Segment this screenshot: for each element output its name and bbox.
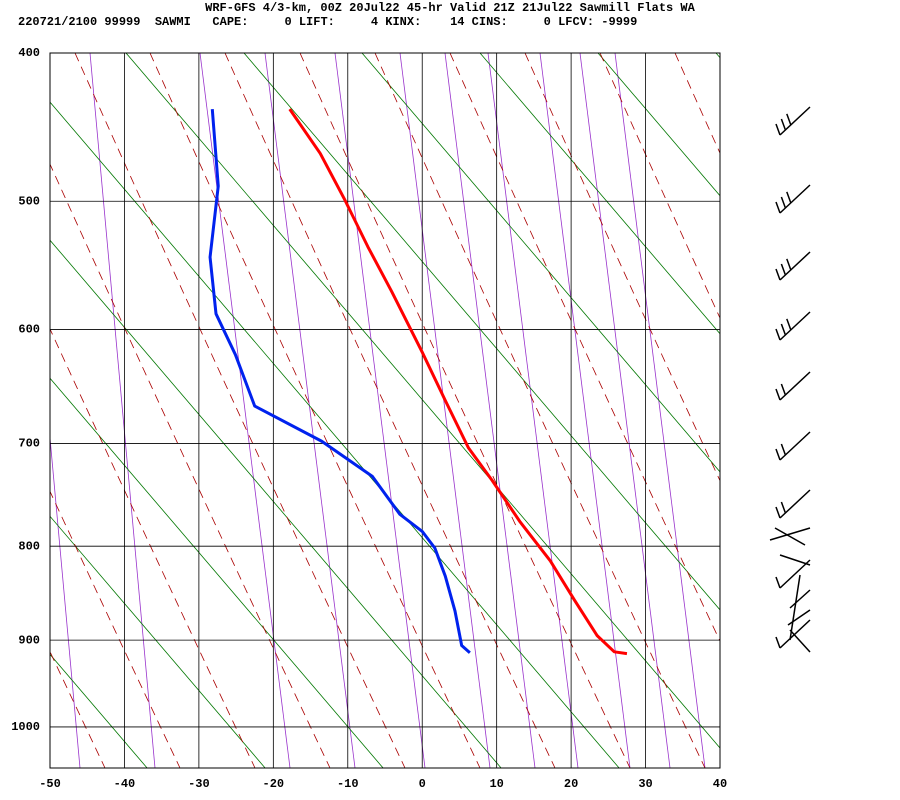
moist-adiabat — [74, 53, 406, 768]
wind-barb-staff — [769, 527, 811, 541]
wind-barb-flag — [775, 123, 781, 136]
wind-barb-staff — [789, 589, 811, 609]
wind-barb-flag — [786, 318, 792, 331]
dry-adiabat — [50, 515, 266, 768]
y-tick-label: 900 — [18, 633, 40, 647]
wind-barb-flag — [780, 443, 787, 456]
wind-barb-flag — [780, 196, 787, 209]
y-tick-label: 800 — [18, 539, 40, 553]
wind-barb-flag — [775, 388, 781, 401]
wind-barb-staff — [774, 527, 806, 546]
dry-adiabat — [479, 53, 720, 335]
mixing-ratio-line — [89, 53, 156, 768]
y-tick-label: 600 — [18, 323, 40, 337]
wind-barb-flag — [775, 268, 781, 281]
mixing-ratio-line — [579, 53, 671, 768]
wind-barb-staff — [779, 371, 811, 401]
x-tick-label: -30 — [188, 777, 210, 791]
moist-adiabat — [50, 328, 256, 768]
profiles — [208, 108, 628, 656]
wind-barb-flag — [780, 118, 787, 131]
wind-barb-staff — [789, 629, 811, 653]
wind-barb-flag — [780, 323, 787, 336]
wind-barb-staff — [779, 559, 811, 589]
x-tick-label: 30 — [638, 777, 652, 791]
x-tick-label: 0 — [419, 777, 426, 791]
wind-barb-staff — [779, 554, 811, 566]
moist-adiabat — [299, 53, 631, 768]
wind-barbs — [769, 106, 811, 653]
moist-adiabat — [149, 53, 481, 768]
chart-title: WRF-GFS 4/3-km, 00Z 20Jul22 45-hr Valid … — [205, 1, 695, 15]
mixing-ratio-line — [614, 53, 706, 768]
wind-barb-flag — [775, 636, 781, 649]
wind-barb-flag — [775, 506, 781, 519]
wind-barb-staff — [789, 574, 801, 641]
mixing-ratio-line — [334, 53, 426, 768]
profile-line — [288, 108, 628, 656]
x-tick-label: 10 — [489, 777, 503, 791]
plot-frame — [49, 52, 721, 769]
wind-barb-staff — [779, 184, 811, 214]
mixing-ratio-line — [399, 53, 491, 768]
wind-barb-flag — [775, 328, 781, 341]
mixing-ratio-line — [264, 53, 356, 768]
y-tick-label: 400 — [18, 46, 40, 60]
moist-adiabat — [224, 53, 556, 768]
x-tick-label: 20 — [564, 777, 578, 791]
dry-adiabat — [243, 53, 720, 611]
wind-barb-flag — [786, 191, 792, 204]
y-tick-label: 500 — [18, 194, 40, 208]
dry-adiabat — [50, 101, 620, 768]
dry-adiabat — [125, 53, 720, 749]
profile-line — [208, 109, 471, 654]
mixing-ratio-line — [487, 53, 579, 768]
x-tick-label: -50 — [39, 777, 61, 791]
wind-barb-staff — [787, 609, 811, 626]
moist-adiabat — [449, 53, 720, 643]
wind-barb-staff — [779, 489, 811, 519]
moist-adiabat — [374, 53, 706, 768]
wind-barb-staff — [779, 251, 811, 281]
wind-barb-flag — [775, 576, 781, 589]
x-tick-label: -10 — [337, 777, 359, 791]
reference-lines — [50, 53, 720, 768]
dry-adiabat — [50, 239, 502, 768]
dry-adiabat — [361, 53, 720, 473]
wind-barb-staff — [779, 619, 811, 649]
chart-subtitle: 220721/2100 99999 SAWMI CAPE: 0 LIFT: 4 … — [18, 15, 637, 29]
x-tick-label: 40 — [713, 777, 727, 791]
mixing-ratio-line — [50, 433, 81, 768]
wind-barb-flag — [780, 383, 787, 396]
wind-barb-flag — [780, 263, 787, 276]
mixing-ratio-line — [444, 53, 536, 768]
mixing-ratio-line — [539, 53, 631, 768]
moist-adiabat — [50, 163, 331, 768]
dry-adiabat — [597, 53, 720, 197]
wind-barb-flag — [780, 501, 787, 514]
wind-barb-flag — [786, 113, 792, 126]
dry-adiabat — [50, 377, 384, 768]
wind-barb-staff — [779, 106, 811, 136]
x-tick-label: -20 — [263, 777, 285, 791]
wind-barb-staff — [779, 311, 811, 341]
wind-barb-flag — [775, 201, 781, 214]
wind-barb-flag — [786, 258, 792, 271]
mixing-ratio-line — [199, 53, 291, 768]
moist-adiabat — [599, 53, 720, 320]
wind-barb-flag — [775, 448, 781, 461]
y-tick-label: 1000 — [11, 720, 40, 734]
y-tick-label: 700 — [18, 437, 40, 451]
x-tick-label: -40 — [114, 777, 136, 791]
wind-barb-staff — [779, 431, 811, 461]
